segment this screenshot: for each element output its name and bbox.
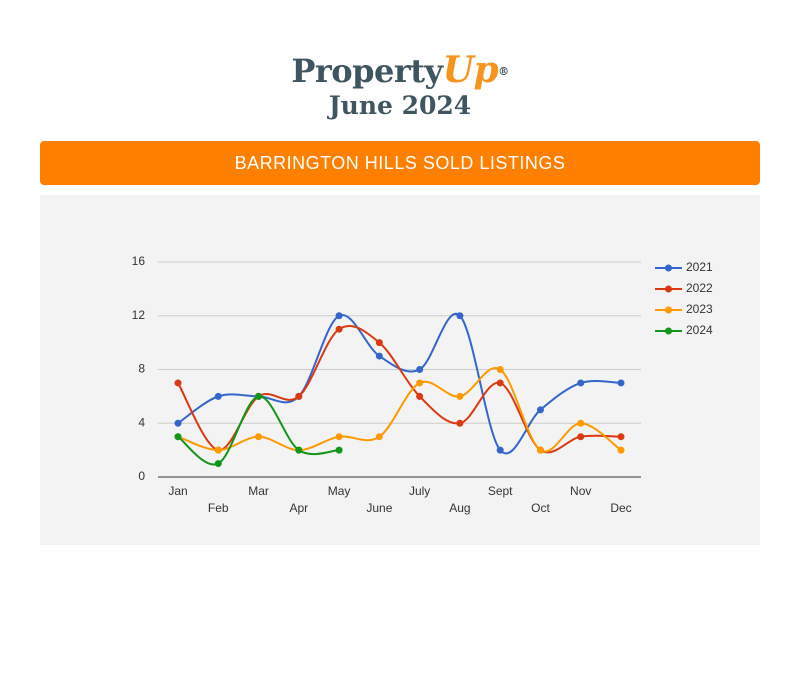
- y-tick-label: 12: [132, 308, 146, 322]
- legend-dot: [665, 327, 672, 335]
- series-line: [177, 367, 622, 453]
- data-point: [335, 446, 343, 454]
- x-tick-label: Nov: [570, 484, 591, 498]
- x-tick-label: Jan: [168, 484, 187, 498]
- legend-dot: [665, 264, 672, 272]
- data-point: [335, 325, 343, 333]
- legend-dot: [665, 306, 672, 314]
- data-point: [577, 379, 585, 387]
- x-tick-label: Oct: [531, 501, 550, 515]
- legend-label: 2024: [686, 323, 713, 337]
- series-line: [177, 312, 622, 455]
- legend-label: 2022: [686, 281, 713, 295]
- data-point: [214, 392, 222, 400]
- chart: 0 4 8 12 16 Jan Feb Mar Apr May June July Aug Sept Oct…: [132, 254, 713, 515]
- data-point: [496, 446, 504, 454]
- brand: PropertyUp®: [0, 50, 800, 91]
- x-tick-label: Feb: [208, 501, 229, 515]
- data-point: [496, 379, 504, 387]
- data-point: [174, 379, 182, 387]
- x-tick-label: July: [409, 484, 430, 498]
- data-point: [577, 419, 585, 427]
- y-tick-label: 16: [132, 254, 146, 268]
- data-point: [255, 392, 263, 400]
- data-point: [295, 392, 303, 400]
- data-point: [536, 446, 544, 454]
- data-point: [456, 419, 464, 427]
- data-point: [295, 446, 303, 454]
- data-point: [214, 460, 222, 468]
- x-tick-label: Apr: [289, 501, 308, 515]
- banner: BARRINGTON HILLS SOLD LISTINGS: [40, 141, 760, 185]
- legend-label: 2021: [686, 260, 713, 274]
- data-point: [536, 406, 544, 414]
- data-point: [456, 312, 464, 320]
- y-tick-label: 8: [138, 362, 145, 376]
- x-tick-label: Sept: [488, 484, 513, 498]
- data-point: [375, 352, 383, 360]
- data-point: [335, 433, 343, 441]
- data-point: [496, 366, 504, 373]
- registered-mark: ®: [498, 65, 509, 78]
- data-point: [617, 433, 625, 441]
- y-tick-label: 0: [138, 469, 145, 483]
- data-point: [375, 433, 383, 441]
- brand-accent: Up: [442, 49, 499, 91]
- x-tick-label: June: [366, 501, 392, 515]
- data-point: [617, 379, 625, 387]
- subtitle: June 2024: [328, 91, 472, 120]
- series-line: [177, 324, 622, 454]
- x-tick-label: Mar: [248, 484, 269, 498]
- data-point: [375, 339, 383, 347]
- data-point: [174, 433, 182, 441]
- data-point: [255, 433, 263, 441]
- data-point: [456, 392, 464, 400]
- data-point: [416, 366, 424, 373]
- data-point: [617, 446, 625, 454]
- legend-dot: [665, 285, 672, 293]
- legend-label: 2023: [686, 302, 713, 316]
- data-point: [335, 312, 343, 320]
- chart-panel: 0 4 8 12 16 Jan Feb Mar Apr May June July Aug Sept Oct…: [40, 195, 760, 545]
- data-point: [577, 433, 585, 441]
- brand-name: Property: [291, 52, 443, 90]
- logo: PropertyUp® June 2024: [0, 50, 800, 121]
- data-point: [214, 446, 222, 454]
- x-tick-label: May: [328, 484, 351, 498]
- x-tick-label: Dec: [610, 501, 631, 515]
- data-point: [174, 419, 182, 427]
- x-tick-label: Aug: [449, 501, 470, 515]
- data-point: [416, 379, 424, 387]
- y-tick-label: 4: [138, 415, 145, 429]
- data-point: [416, 392, 424, 400]
